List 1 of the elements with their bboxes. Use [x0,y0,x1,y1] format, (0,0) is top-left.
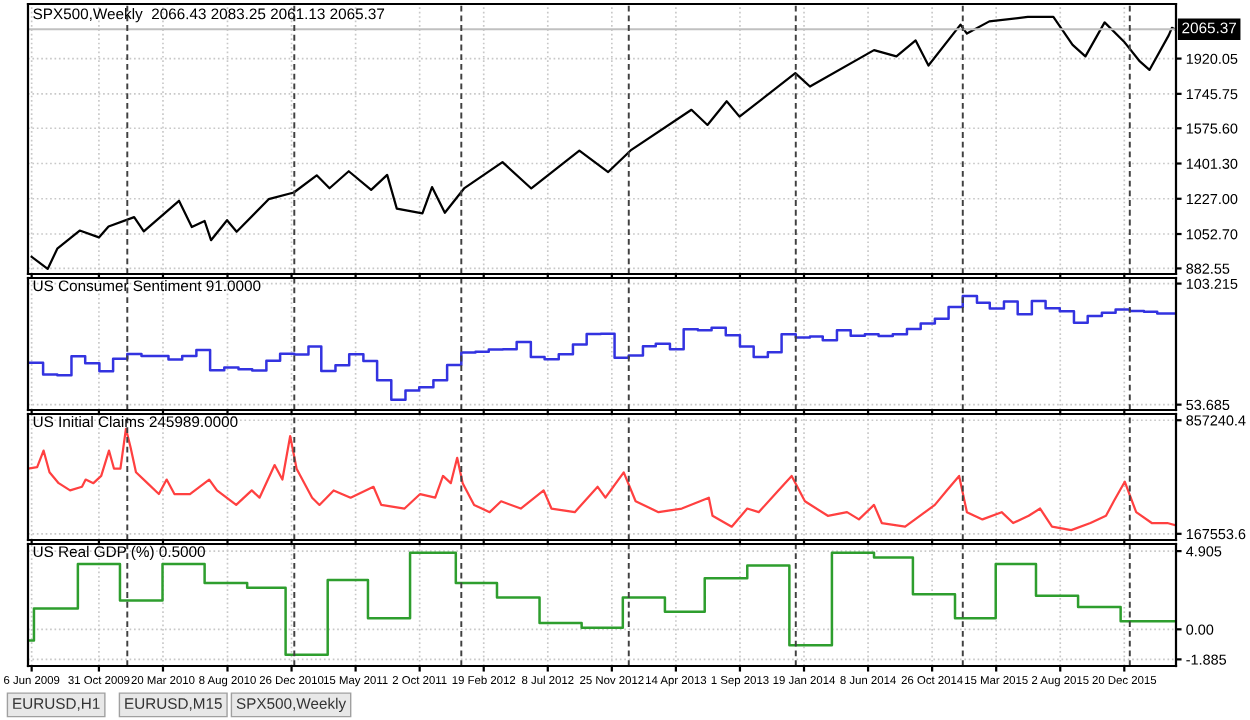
line-series [28,427,1176,532]
